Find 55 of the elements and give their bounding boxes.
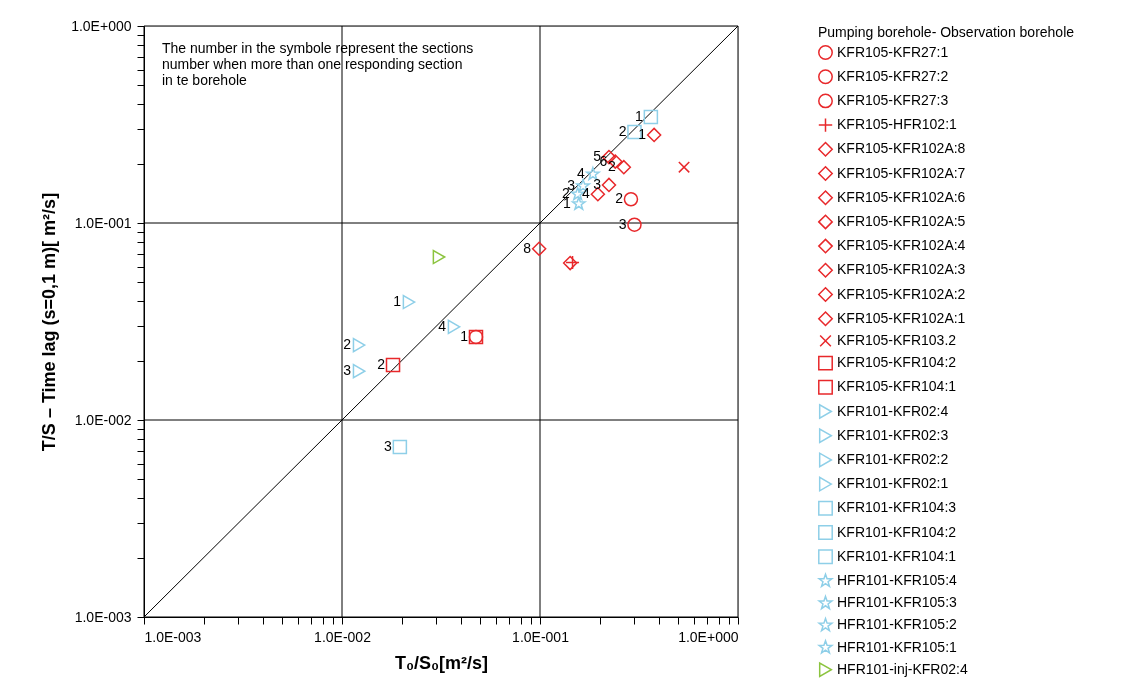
annotation: 4 [582, 185, 591, 202]
legend-label: HFR101-KFR105:4 [837, 571, 958, 588]
legend-title: Pumping borehole- Observation borehole [818, 24, 1075, 40]
annotation: 1 [638, 125, 647, 142]
annotation: 2 [343, 336, 352, 353]
legend-label: KFR101-KFR104:3 [837, 499, 957, 516]
legend-label: KFR105-KFR102A:3 [837, 261, 966, 278]
x-tick-label: 1.0E-002 [314, 628, 372, 645]
legend-label: KFR105-KFR102A:4 [837, 237, 966, 254]
legend-label: HFR101-KFR105:1 [837, 638, 958, 655]
legend-label: KFR105-KFR104:1 [837, 378, 957, 395]
legend-label: KFR105-KFR102A:8 [837, 140, 966, 157]
x-axis-title: T₀/S₀[m²/s] [394, 652, 489, 673]
legend-label: KFR101-KFR02:2 [837, 450, 949, 467]
legend-label: KFR101-KFR02:4 [837, 402, 949, 419]
annotation: 1 [460, 327, 469, 344]
y-tick-label: 1.0E-002 [74, 411, 132, 428]
legend-label: KFR101-KFR104:1 [837, 547, 957, 564]
annotation: 4 [577, 165, 586, 182]
annotation: 3 [618, 215, 627, 232]
legend-label: KFR105-KFR103.2 [837, 331, 957, 348]
annotation: 8 [523, 239, 532, 256]
x-tick-label: 1.0E-001 [512, 628, 570, 645]
legend-label: KFR105-KFR102A:1 [837, 309, 966, 326]
legend-label: KFR105-KFR102A:2 [837, 285, 966, 302]
y-tick-label: 1.0E+000 [71, 17, 132, 34]
y-axis-title: T/S – Time lag (s=0,1 m)[ m²/s] [39, 192, 60, 452]
annotation: 2 [377, 356, 386, 373]
legend-label: HFR101-KFR105:3 [837, 594, 958, 611]
legend-label: KFR101-KFR02:1 [837, 475, 949, 492]
annotation: 2 [618, 122, 627, 139]
legend-label: KFR105-KFR102A:5 [837, 212, 966, 229]
legend-label: KFR105-KFR102A:6 [837, 188, 966, 205]
legend-label: KFR101-KFR02:3 [837, 426, 949, 443]
legend-label: KFR101-KFR104:2 [837, 523, 957, 540]
annotation: 4 [438, 317, 447, 334]
x-tick-label: 1.0E+000 [678, 628, 739, 645]
annotation: 2 [615, 190, 624, 207]
legend-label: HFR101-inj-KFR02:4 [837, 660, 968, 677]
legend-label: KFR105-KFR27:1 [837, 43, 949, 60]
y-tick-label: 1.0E-003 [74, 608, 132, 625]
legend-label: KFR105-HFR102:1 [837, 116, 958, 133]
annotation: The number in the symbole represent the sections number when more than one responding section in te borehole [162, 40, 474, 88]
y-tick-label: 1.0E-001 [74, 214, 132, 231]
annotation: 1 [393, 293, 402, 310]
legend-label: KFR105-KFR102A:7 [837, 164, 966, 181]
annotation: 3 [343, 362, 352, 379]
legend-label: KFR105-KFR27:3 [837, 91, 949, 108]
legend-label: HFR101-KFR105:2 [837, 616, 958, 633]
x-tick-label: 1.0E-003 [144, 628, 202, 645]
annotation: 3 [384, 437, 393, 454]
legend-label: KFR105-KFR27:2 [837, 67, 949, 84]
legend-label: KFR105-KFR104:2 [837, 354, 957, 371]
annotation: 1 [635, 108, 644, 125]
annotation: 3 [593, 175, 602, 192]
